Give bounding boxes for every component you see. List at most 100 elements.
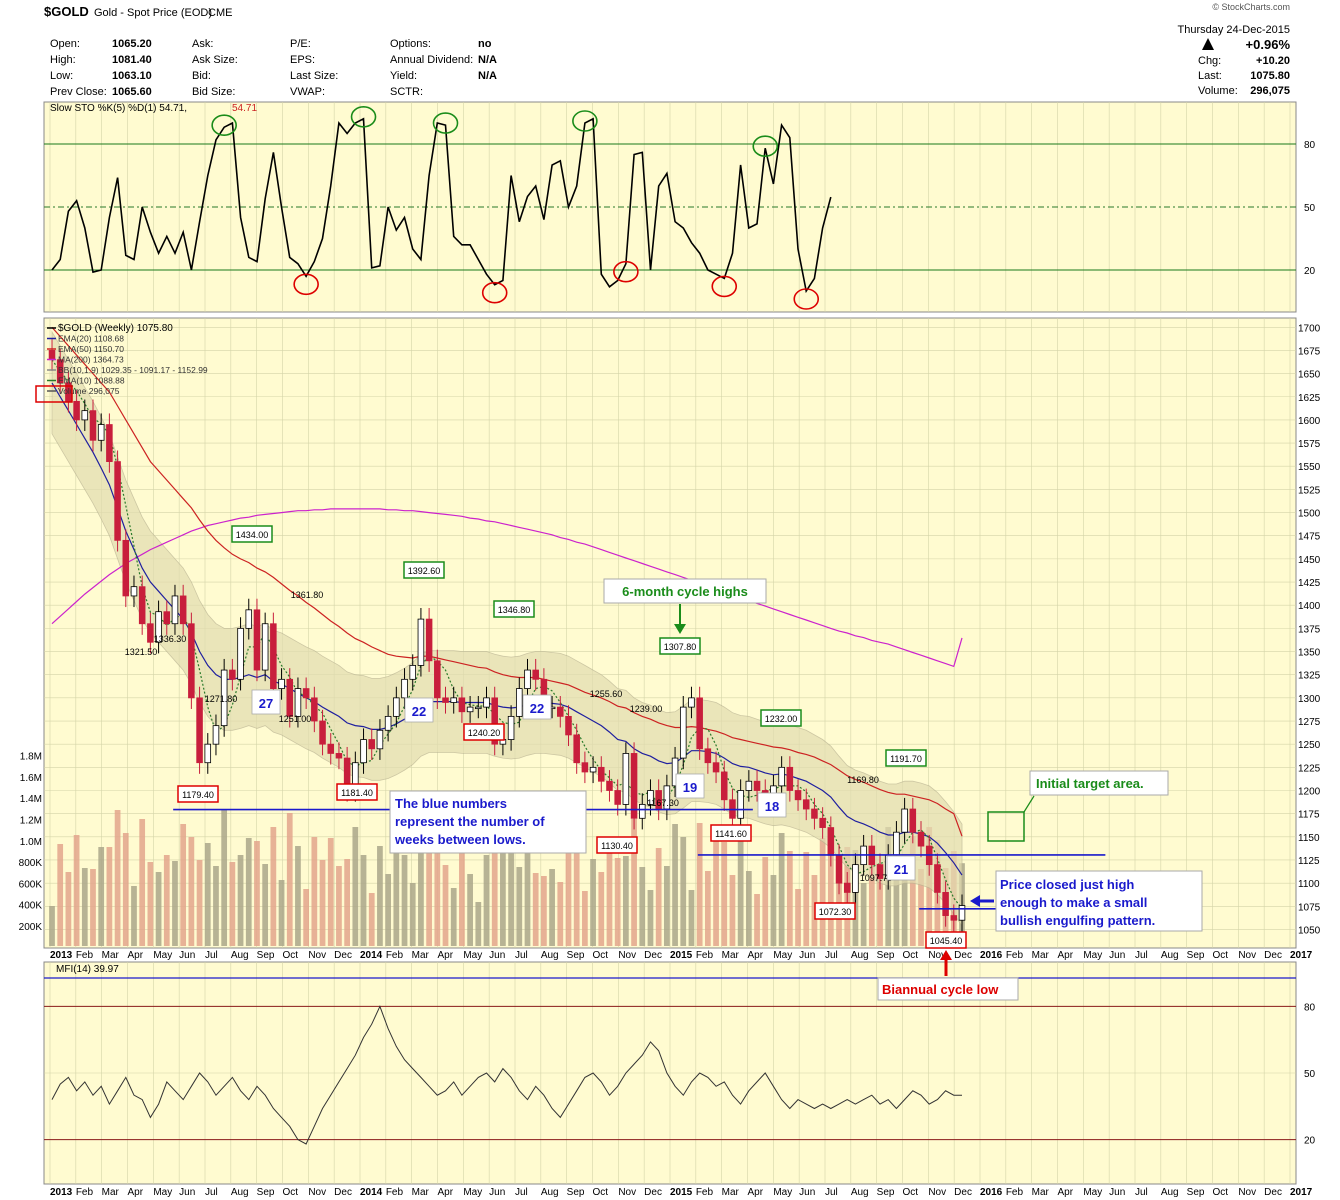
volume-bar — [49, 906, 55, 946]
candle-body — [97, 424, 105, 441]
candle-body — [688, 697, 695, 708]
candle-body — [130, 586, 138, 597]
x-axis-label: May — [773, 950, 792, 961]
volume-bar — [598, 872, 605, 946]
header-field-value: N/A — [478, 54, 497, 66]
price-box-label: 1181.40 — [341, 788, 373, 798]
candle-body — [934, 864, 941, 893]
x-axis-label: 2013 — [50, 1187, 73, 1198]
legend-entry: $GOLD (Weekly) 1075.80 — [58, 323, 173, 334]
x-axis-label: 2017 — [1290, 1187, 1313, 1198]
candle-body — [573, 734, 580, 764]
candle-body — [245, 609, 253, 629]
candle-body — [696, 697, 703, 750]
candle-body — [278, 678, 285, 689]
volume-bar — [352, 827, 359, 946]
volume-tick-label: 1.8M — [20, 752, 42, 763]
volume-bar — [827, 841, 834, 946]
candle-body — [843, 882, 851, 893]
x-axis-label: Jun — [1109, 1187, 1125, 1198]
price-box — [925, 931, 967, 949]
header-right-label: Chg: — [1198, 55, 1221, 67]
price-box — [403, 561, 445, 579]
x-axis-label: May — [153, 1187, 172, 1198]
sto-high-circle — [432, 112, 459, 134]
change-percent: +0.96% — [1246, 37, 1291, 52]
header-field-label: Annual Dividend: — [390, 54, 473, 66]
x-axis-label: Aug — [1161, 950, 1179, 961]
volume-bar — [114, 810, 121, 946]
ema10-line — [51, 359, 963, 909]
left-arrow-icon — [970, 895, 980, 907]
price-box-label: 1072.30 — [819, 907, 852, 917]
mfi-tick-label: 50 — [1304, 1069, 1316, 1080]
price-tick-label: 1525 — [1298, 485, 1321, 496]
volume-bar — [139, 819, 146, 946]
sto-legend-value: 54.71 — [232, 103, 257, 114]
candle-body — [114, 461, 121, 541]
volume-bar — [196, 860, 203, 946]
x-axis-label: Nov — [1238, 950, 1256, 961]
candle-body — [507, 715, 515, 740]
price-label: 1336.30 — [154, 634, 187, 644]
price-box-label: 1130.40 — [601, 841, 633, 851]
sto-high-circle — [752, 135, 779, 157]
price-tick-label: 1675 — [1298, 346, 1321, 357]
candle-body — [417, 618, 425, 666]
volume-bar — [557, 882, 564, 946]
candle-body — [704, 748, 712, 764]
price-tick-label: 1225 — [1298, 763, 1321, 774]
volume-bar — [877, 874, 883, 946]
legend-entry: Volume 296,075 — [58, 386, 120, 396]
week-count-box — [886, 855, 916, 881]
volume-bar — [770, 875, 777, 946]
header-field-label: P/E: — [290, 38, 311, 50]
volume-bar — [672, 824, 678, 946]
x-axis-label: May — [153, 950, 172, 961]
candle-body — [122, 539, 130, 597]
sto-low-circle — [793, 288, 820, 310]
price-label: 1361.80 — [291, 590, 324, 600]
candle-body — [589, 766, 597, 773]
x-axis-label: Mar — [722, 1187, 740, 1198]
week-count: 22 — [530, 701, 544, 716]
candle-body — [565, 715, 572, 736]
blue-numbers-text: weeks between lows. — [394, 832, 526, 847]
candle-body — [909, 808, 917, 833]
x-axis-label: Jun — [489, 1187, 505, 1198]
volume-bar — [336, 866, 342, 946]
x-axis-label: Nov — [1238, 1187, 1256, 1198]
candle-body — [188, 623, 195, 699]
mfi-series-line — [51, 1005, 963, 1145]
price-box-label: 1240.20 — [468, 728, 501, 738]
volume-bar — [803, 852, 810, 946]
candle-body — [179, 595, 187, 625]
volume-bar — [319, 860, 326, 946]
volume-bar — [442, 865, 449, 946]
candle-body — [327, 743, 335, 754]
candle-body — [270, 623, 277, 689]
exchange-label: CME — [208, 7, 232, 19]
price-tick-label: 1575 — [1298, 439, 1321, 450]
x-axis-label: Jul — [515, 1187, 528, 1198]
price-tick-label: 1075 — [1298, 902, 1321, 913]
target-note-box — [1029, 770, 1169, 796]
x-axis-label: Aug — [541, 950, 559, 961]
candle-body — [737, 790, 744, 819]
price-box — [231, 525, 273, 543]
x-axis-label: Apr — [128, 1187, 144, 1198]
price-tick-label: 1700 — [1298, 323, 1321, 334]
engulfing-note-text: Price closed just high — [1000, 877, 1134, 892]
header-right-label: Last: — [1198, 70, 1222, 82]
x-axis-label: Mar — [412, 1187, 430, 1198]
x-axis-label: Mar — [102, 950, 120, 961]
target-note-text: Initial target area. — [1036, 776, 1144, 791]
candle-body — [442, 697, 449, 703]
candle-body — [434, 660, 441, 699]
candle-body — [483, 697, 490, 708]
volume-bar — [655, 848, 662, 946]
ma200-line — [51, 508, 963, 668]
volume-bar — [262, 864, 269, 946]
candle-body — [81, 410, 89, 421]
